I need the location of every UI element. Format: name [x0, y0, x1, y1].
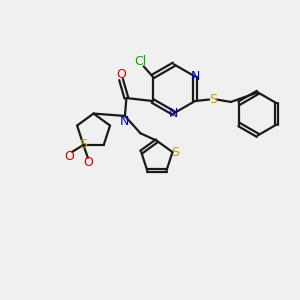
Text: N: N	[120, 115, 130, 128]
Text: N: N	[169, 107, 178, 120]
Text: O: O	[64, 150, 74, 163]
Text: O: O	[83, 156, 93, 169]
Text: S: S	[209, 93, 217, 106]
Text: S: S	[171, 146, 179, 159]
Text: Cl: Cl	[134, 55, 147, 68]
Text: N: N	[190, 70, 200, 83]
Text: O: O	[116, 68, 126, 81]
Text: S: S	[80, 138, 87, 152]
